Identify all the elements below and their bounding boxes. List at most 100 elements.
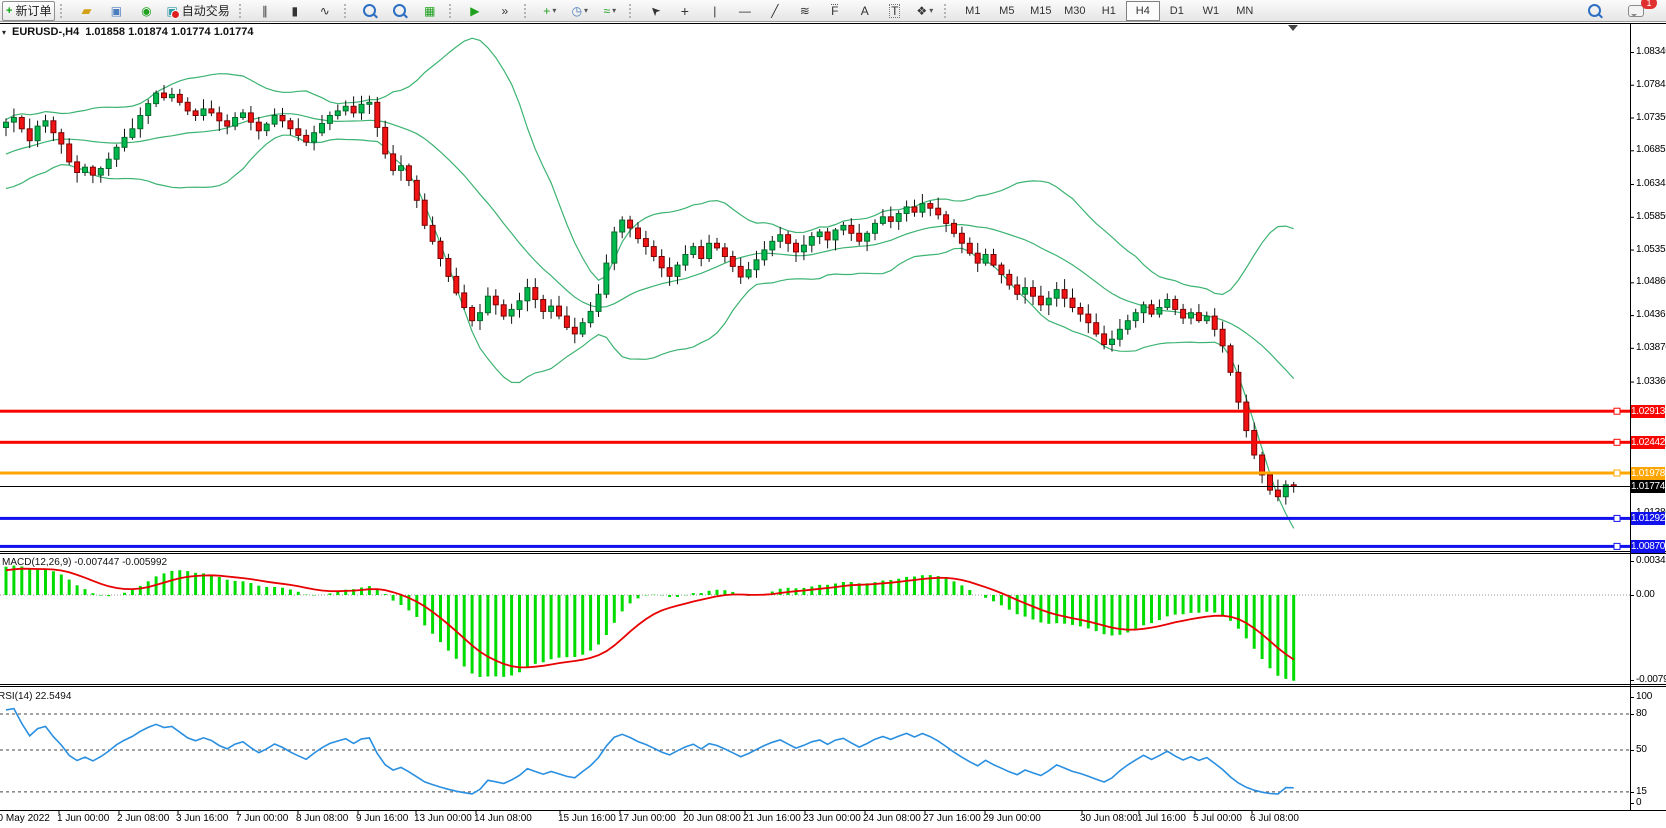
rsi-header: RSI(14) 22.5494 (0, 691, 71, 702)
support-line-2[interactable] (0, 544, 1630, 548)
tile-windows-icon: ▦ (424, 3, 436, 18)
toolbar-grip (943, 3, 951, 18)
price-badge-resistance-line-1: 1.02913 (1631, 404, 1666, 418)
support-line-2-handle[interactable] (1613, 542, 1621, 550)
time-axis-label: 29 Jun 00:00 (983, 813, 1041, 824)
candlestick-chart-button[interactable]: ▮ (281, 1, 309, 21)
timeframe-button-H1[interactable]: H1 (1101, 4, 1116, 17)
toolbar-grip (448, 3, 456, 18)
crosshair-tool-button[interactable]: + (671, 1, 699, 21)
label-tool-button[interactable]: T (881, 1, 909, 21)
time-axis-label: 9 Jun 16:00 (356, 813, 409, 824)
time-axis-label: 2 Jun 08:00 (117, 813, 170, 824)
chart-ohlc-quotes: 1.01858 1.01874 1.01774 1.01774 (85, 26, 254, 38)
time-axis-label: 13 Jun 00:00 (414, 813, 472, 824)
trendline-tool-button[interactable]: ╱ (761, 1, 789, 21)
new-order-icon: + (6, 4, 13, 17)
timeframe-button-MN[interactable]: MN (1236, 4, 1254, 17)
autoscroll-button[interactable]: ▶ (461, 1, 489, 21)
dropdown-icon: ▾ (612, 6, 617, 15)
notifications-button[interactable]: 1 (1622, 0, 1657, 21)
timeframe-button-H4[interactable]: H4 (1125, 0, 1160, 21)
signal-icon: ◉ (141, 3, 152, 18)
equidistant-channel-icon: ≋ (799, 3, 810, 18)
price-tick-label: 1.05850 (1636, 210, 1666, 222)
gold-bar-button[interactable]: ▰ (72, 1, 100, 21)
equidistant-channel-tool-button[interactable]: ≋ (791, 1, 819, 21)
resistance-line-1[interactable] (0, 409, 1630, 413)
timeframe-button-D1[interactable]: D1 (1169, 4, 1184, 17)
resistance-line-2[interactable] (0, 440, 1630, 444)
autotrading-button[interactable]: ▣ 自动交易 (162, 1, 233, 21)
autotrading-stopped-dot (170, 9, 180, 19)
arrows-icon: ❖ (916, 3, 928, 18)
chat-bubble-icon (1628, 4, 1644, 17)
new-chart-button[interactable]: + ▾ (536, 1, 564, 21)
macd-header: MACD(12,26,9) -0.007447 -0.005992 (2, 557, 167, 568)
timeframe-button-M1[interactable]: M1 (965, 4, 981, 17)
resistance-line-1-handle[interactable] (1613, 407, 1621, 415)
time-axis-label: 7 Jun 00:00 (236, 813, 289, 824)
arrows-tool-button[interactable]: ❖ ▾ (911, 1, 939, 21)
price-tick-label: 1.04860 (1636, 276, 1666, 288)
horizontal-line-tool-button[interactable]: — (731, 1, 759, 21)
line-chart-button[interactable]: ∿ (311, 1, 339, 21)
vertical-line-tool-button[interactable]: | (701, 1, 729, 21)
chart-shift-button[interactable]: » (491, 1, 519, 21)
profiles-button[interactable]: ◷ ▾ (566, 1, 594, 21)
macd-label: MACD(12,26,9) (2, 557, 72, 568)
timeframe-button-M5[interactable]: M5 (999, 4, 1015, 17)
time-axis-label: 30 Jun 08:00 (1080, 813, 1138, 824)
indicators-button[interactable]: ≈ ▾ (596, 1, 624, 21)
fibonacci-tool-button[interactable]: F (821, 1, 849, 21)
search-button[interactable] (1580, 1, 1608, 21)
chart-frame (0, 23, 1666, 814)
time-axis-label: 3 Jun 16:00 (176, 813, 229, 824)
new-chart-icon: + (543, 3, 551, 18)
toolbar-grip (60, 3, 67, 18)
price-badge-support-line-2: 1.00870 (1631, 539, 1666, 553)
tile-windows-button[interactable]: ▦ (416, 1, 444, 21)
text-tool-button[interactable]: A (851, 1, 879, 21)
zoom-out-button[interactable] (386, 1, 414, 21)
remote-terminal-button[interactable]: ▣ (102, 1, 130, 21)
new-order-button[interactable]: + 新订单 (2, 0, 56, 21)
dropdown-icon: ▾ (552, 6, 557, 15)
indicator-wave-icon: ≈ (603, 3, 611, 18)
chart-shift-marker (1288, 25, 1298, 31)
rsi-axis-label: 50 (1636, 744, 1647, 755)
time-axis-label: 1 Jul 16:00 (1137, 813, 1186, 824)
pivot-line-handle[interactable] (1613, 469, 1621, 477)
dropdown-icon: ▾ (929, 6, 934, 15)
timeframe-button-M30[interactable]: M30 (1064, 4, 1086, 17)
time-axis-label: 8 Jun 08:00 (296, 813, 349, 824)
main-toolbar: + 新订单 ▰ ▣ ◉ ▣ 自动交易 ∥ ▮ ∿ ▦ ▶ » +▾ ◷▾ ≈▾ … (0, 0, 1666, 22)
signal-button[interactable]: ◉ (132, 1, 160, 21)
current-price-line[interactable] (0, 486, 1630, 487)
horizontal-line-icon: — (738, 3, 751, 18)
time-axis-label: 15 Jun 16:00 (558, 813, 616, 824)
zoom-in-button[interactable] (356, 1, 384, 21)
support-line-1[interactable] (0, 516, 1630, 520)
pivot-line[interactable] (0, 471, 1630, 475)
candlestick-icon: ▮ (291, 3, 299, 18)
support-line-1-handle[interactable] (1613, 514, 1621, 522)
price-tick-label: 1.05355 (1636, 243, 1666, 255)
clock-icon: ◷ (571, 3, 583, 18)
timeframe-button-W1[interactable]: W1 (1202, 4, 1220, 17)
toolbar-grip (238, 3, 246, 18)
timeframe-button-M15[interactable]: M15 (1030, 4, 1052, 17)
bar-chart-button[interactable]: ∥ (251, 1, 279, 21)
resistance-line-2-handle[interactable] (1613, 438, 1621, 446)
pane-separator-rsi[interactable] (0, 683, 1666, 688)
macd-values: -0.007447 -0.005992 (74, 557, 168, 568)
bb-lower-band (5, 134, 1295, 529)
cursor-tool-button[interactable]: ➤ (641, 1, 669, 21)
time-axis-label: 5 Jul 00:00 (1193, 813, 1242, 824)
pane-separator-macd[interactable] (0, 550, 1666, 555)
timeframe-group: M1 M5 M15 M30 H1 H4 D1 W1 MN (956, 0, 1262, 21)
price-tick-label: 1.07350 (1636, 111, 1666, 123)
